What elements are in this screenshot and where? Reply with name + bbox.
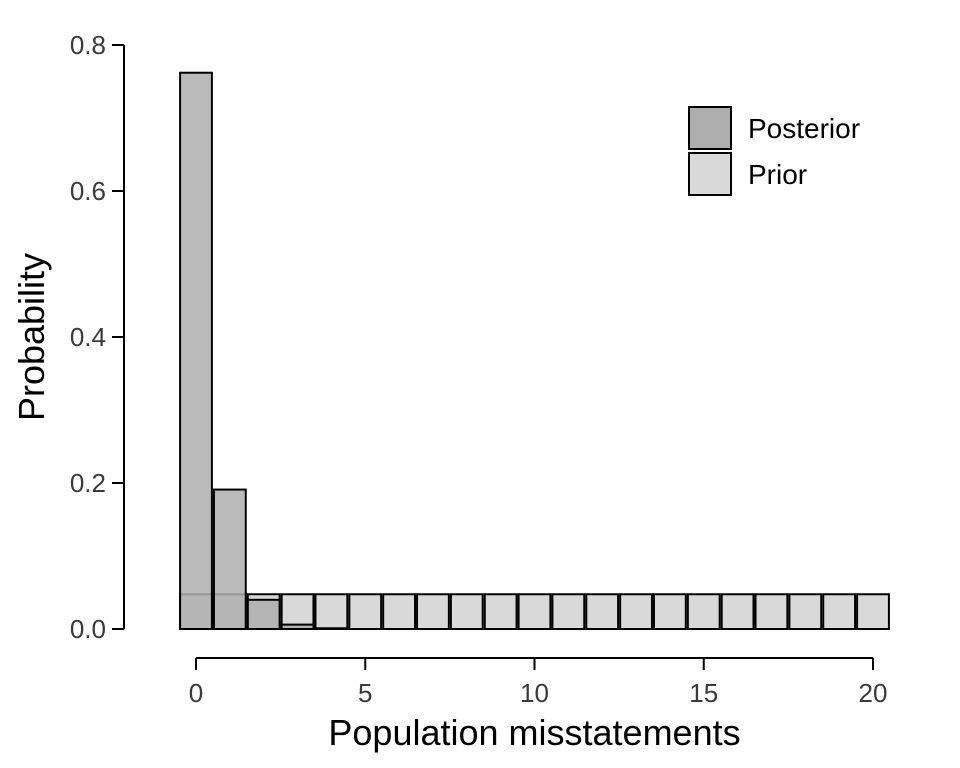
prior-bar-5 xyxy=(348,593,383,630)
y-tick-label: 0.4 xyxy=(70,322,106,352)
bars-layer xyxy=(179,71,890,631)
y-axis-title: Probability xyxy=(11,253,52,421)
prior-bar-20 xyxy=(856,593,890,630)
prior-bar-11 xyxy=(551,593,586,630)
y-axis: 0.0 0.2 0.4 0.6 0.8 xyxy=(70,30,125,644)
prior-bar-7 xyxy=(416,593,450,630)
legend-swatch-posterior xyxy=(688,106,732,150)
x-axis-title: Population misstatements xyxy=(328,712,740,753)
x-tick-label: 5 xyxy=(358,678,372,708)
prior-bar-3 xyxy=(280,593,315,630)
prior-bar-16 xyxy=(720,593,755,630)
y-tick-label: 0.8 xyxy=(70,30,106,60)
y-tick-label: 0.2 xyxy=(70,468,106,498)
x-axis: 0 5 10 15 20 xyxy=(189,657,888,708)
posterior-bar-1 xyxy=(212,488,247,630)
prior-bar-14 xyxy=(652,593,687,630)
prior-bar-6 xyxy=(382,593,417,630)
posterior-bar-4 xyxy=(314,627,349,631)
prior-bar-10 xyxy=(517,593,552,630)
x-tick-label: 10 xyxy=(520,678,549,708)
posterior-bar-2 xyxy=(246,598,281,630)
x-tick-label: 0 xyxy=(189,678,203,708)
legend: Posterior Prior xyxy=(688,106,860,196)
x-tick-label: 20 xyxy=(859,678,888,708)
prior-bar-8 xyxy=(449,593,484,630)
prior-bar-19 xyxy=(822,593,857,630)
posterior-bar-0 xyxy=(179,71,213,631)
prior-bar-13 xyxy=(619,593,653,630)
posterior-bar-3 xyxy=(280,623,315,630)
prior-bar-4 xyxy=(314,593,349,630)
legend-swatch-prior xyxy=(688,152,732,196)
y-tick-label: 0.0 xyxy=(70,614,106,644)
prior-bar-17 xyxy=(754,593,789,630)
prior-bar-18 xyxy=(788,593,823,630)
legend-label-prior: Prior xyxy=(748,159,807,190)
legend-label-posterior: Posterior xyxy=(748,113,860,144)
y-tick-label: 0.6 xyxy=(70,176,106,206)
x-tick-label: 15 xyxy=(689,678,718,708)
prior-bar-12 xyxy=(585,593,620,630)
prior-bar-15 xyxy=(686,593,721,630)
prior-bar-9 xyxy=(483,593,518,630)
